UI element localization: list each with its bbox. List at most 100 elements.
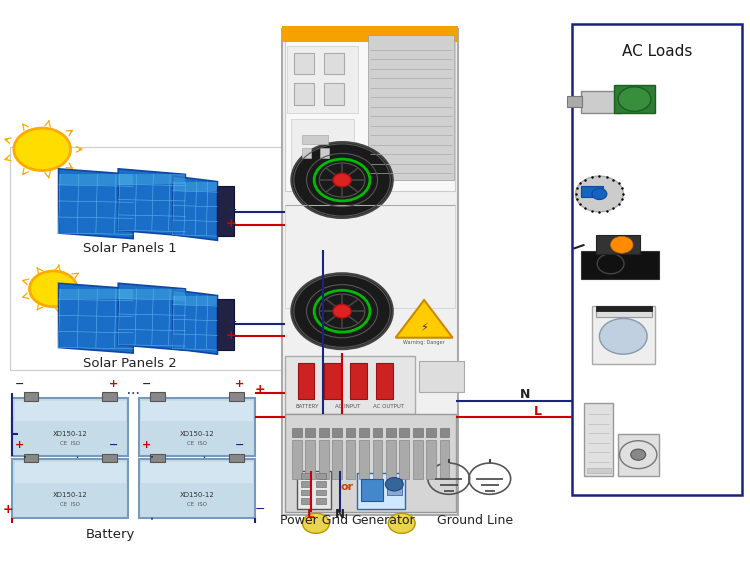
Bar (359, 429, 369, 437)
Bar (150, 453, 165, 462)
Bar (316, 498, 326, 504)
Bar (58, 174, 134, 185)
Polygon shape (58, 169, 134, 238)
Polygon shape (118, 283, 185, 350)
Text: −: − (227, 316, 238, 329)
Bar (217, 186, 234, 236)
Bar (361, 479, 383, 501)
Bar (172, 182, 217, 191)
Bar (282, 26, 458, 42)
Bar (172, 296, 217, 305)
Text: Solar Panels 2: Solar Panels 2 (82, 357, 176, 370)
Bar (305, 429, 315, 437)
Polygon shape (172, 290, 217, 354)
Bar (368, 35, 454, 180)
Bar (142, 462, 253, 482)
Polygon shape (58, 283, 134, 353)
Bar (118, 289, 185, 298)
Bar (301, 498, 310, 504)
Text: +: + (255, 383, 266, 396)
Bar (292, 440, 302, 479)
Text: −: − (255, 503, 266, 516)
Bar (592, 306, 656, 364)
Circle shape (388, 513, 416, 534)
Bar (320, 148, 329, 158)
Bar (229, 453, 244, 462)
Bar (58, 289, 134, 300)
Bar (584, 403, 613, 476)
Bar (580, 91, 622, 113)
Text: CE  ISO: CE ISO (60, 441, 80, 446)
Circle shape (386, 477, 404, 491)
Bar (217, 300, 234, 350)
Bar (23, 392, 38, 401)
Bar (14, 462, 126, 482)
Text: −: − (236, 440, 244, 450)
Bar (316, 490, 326, 495)
Bar (284, 205, 455, 309)
Bar (102, 453, 117, 462)
Text: −: − (108, 440, 118, 450)
Text: −: − (142, 379, 152, 389)
Circle shape (13, 128, 70, 171)
Bar (357, 473, 406, 509)
Bar (286, 46, 358, 113)
Text: XD150-12: XD150-12 (53, 431, 88, 437)
Bar (324, 84, 344, 105)
Text: −: − (15, 379, 25, 389)
Polygon shape (118, 169, 185, 236)
Circle shape (333, 305, 351, 318)
Text: +: + (15, 440, 25, 450)
Bar (596, 306, 652, 311)
Bar (319, 440, 328, 479)
Bar (319, 429, 328, 437)
Bar (297, 471, 331, 509)
Circle shape (610, 236, 633, 253)
Text: CE  ISO: CE ISO (60, 502, 80, 507)
Bar (290, 118, 354, 169)
Bar (373, 429, 382, 437)
Polygon shape (172, 176, 217, 240)
Bar (400, 429, 410, 437)
Bar (586, 467, 610, 473)
Bar (118, 174, 185, 184)
Text: Generator: Generator (351, 514, 415, 527)
Text: Solar Panels 1: Solar Panels 1 (82, 242, 176, 255)
Bar (359, 440, 369, 479)
Text: AC INPUT: AC INPUT (335, 403, 361, 408)
Bar (10, 146, 282, 370)
Bar (298, 362, 314, 399)
Text: +: + (226, 217, 236, 230)
Bar (292, 429, 302, 437)
Text: Ground Line: Ground Line (436, 514, 513, 527)
Bar (413, 440, 422, 479)
Circle shape (592, 188, 607, 200)
Bar (440, 429, 449, 437)
Bar (419, 361, 464, 392)
Text: or: or (340, 482, 354, 492)
Text: CE  ISO: CE ISO (187, 441, 207, 446)
Bar (316, 481, 326, 487)
Bar (386, 429, 396, 437)
Text: +: + (142, 440, 152, 450)
Circle shape (575, 176, 623, 212)
Circle shape (302, 513, 329, 534)
Bar (316, 473, 326, 479)
Text: ⚡: ⚡ (420, 323, 428, 333)
Circle shape (29, 271, 77, 307)
Bar (324, 362, 340, 399)
Bar (332, 429, 342, 437)
Bar (580, 251, 659, 279)
Text: N: N (520, 388, 530, 402)
Text: +: + (226, 329, 236, 342)
Text: N: N (334, 508, 345, 522)
Bar (614, 85, 656, 113)
Bar (294, 53, 314, 74)
Bar (596, 234, 640, 254)
Bar (413, 429, 422, 437)
Bar (387, 479, 402, 495)
Text: XD150-12: XD150-12 (53, 493, 88, 499)
Bar (284, 356, 416, 415)
Bar (229, 392, 244, 401)
Text: XD150-12: XD150-12 (179, 493, 214, 499)
